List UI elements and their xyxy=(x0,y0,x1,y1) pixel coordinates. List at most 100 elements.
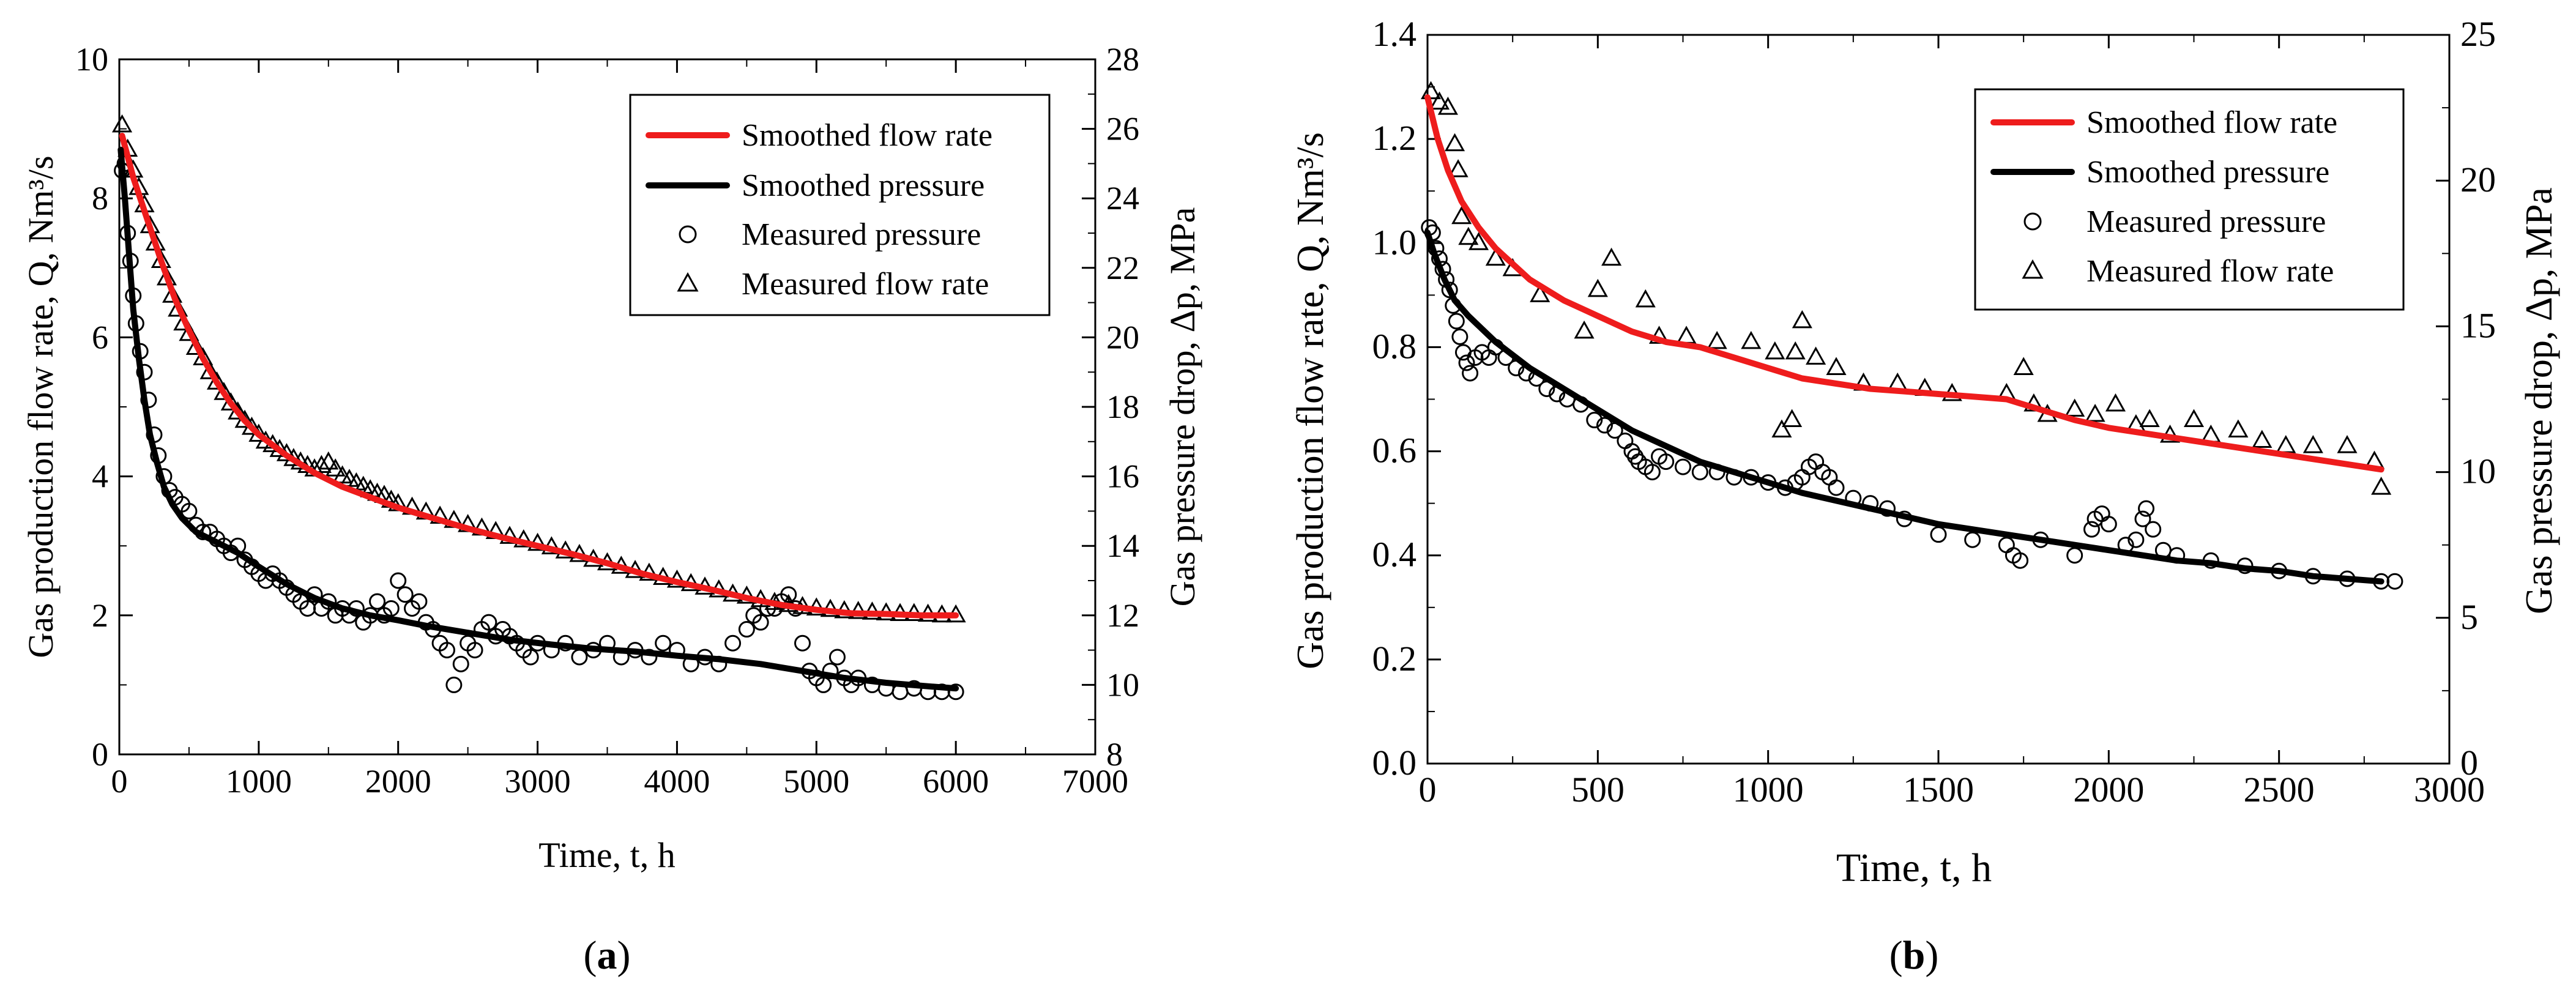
data-point-triangle xyxy=(2013,357,2034,375)
data-point-triangle xyxy=(162,285,183,303)
legend-box-a xyxy=(629,94,1051,316)
data-point-triangle xyxy=(1635,289,1656,308)
series-measured-flow-rate xyxy=(1421,81,2392,495)
data-point-circle xyxy=(1691,464,1708,481)
x-tick-label: 3000 xyxy=(505,763,571,800)
data-point-triangle xyxy=(1826,357,1847,375)
data-point-circle xyxy=(522,649,539,666)
x-tick-label: 0 xyxy=(111,763,128,800)
data-point-circle xyxy=(724,634,742,652)
y-left-tick-label: 0 xyxy=(92,736,108,773)
data-point-triangle xyxy=(1601,247,1622,266)
x-tick-label: 1000 xyxy=(1733,770,1804,809)
series-a xyxy=(111,114,966,701)
y-right-tick-label: 12 xyxy=(1106,597,1139,634)
data-point-triangle xyxy=(1741,330,1762,349)
legend-item-a: Smoothed pressure xyxy=(742,168,985,203)
y-right-tick-label: 28 xyxy=(1106,41,1139,78)
legend-item-a: Measured flow rate xyxy=(742,267,989,302)
y-right-tick-label: 26 xyxy=(1106,111,1139,147)
y-left-tick-label: 6 xyxy=(92,319,108,355)
y-left-tick-label: 0.8 xyxy=(1372,326,1417,366)
legend-b: Smoothed flow rate Smoothed pressure Mea… xyxy=(1974,88,2405,311)
chart-panel-b: 0 500 1000 1500 2000 2500 3000 0.0 0.2 0.4 0.6 0.8… xyxy=(1290,14,2560,978)
y-left-axis-title-a: Gas production flow rate, Q, Nm³/s xyxy=(21,155,61,658)
y-right-tick-label: 24 xyxy=(1106,180,1139,217)
data-point-triangle xyxy=(1444,133,1465,152)
data-point-triangle xyxy=(1530,284,1550,302)
data-point-triangle xyxy=(1437,97,1458,115)
data-point-circle xyxy=(1675,458,1691,475)
x-tick-labels-b: 0 500 1000 1500 2000 2500 3000 xyxy=(1419,770,2485,809)
data-point-circle xyxy=(780,586,797,603)
data-point-circle xyxy=(641,649,658,666)
panel-label-a: (a) xyxy=(584,933,631,978)
data-point-triangle xyxy=(1707,330,1727,349)
data-point-circle xyxy=(1964,531,1981,548)
x-tick-label: 1000 xyxy=(226,763,292,800)
legend-item-b: Smoothed pressure xyxy=(2086,155,2329,190)
data-point-circle xyxy=(2083,521,2100,538)
data-point-triangle xyxy=(2252,430,2273,448)
data-point-circle xyxy=(382,600,400,617)
y-right-axis-title-b: Gas pressure drop, Δp, MPa xyxy=(2518,187,2560,614)
y-right-tick-label: 15 xyxy=(2460,305,2496,345)
y-right-tick-label: 22 xyxy=(1106,250,1139,286)
y-right-tick-label: 16 xyxy=(1106,458,1139,495)
y-left-tick-label: 10 xyxy=(75,41,108,78)
y-left-tick-label: 1.4 xyxy=(1372,14,1417,54)
y-right-axis-title-a: Gas pressure drop, Δp, MPa xyxy=(1163,207,1202,607)
legend-swatch-circle-a xyxy=(679,225,697,244)
x-tick-label: 6000 xyxy=(923,763,989,800)
y-left-tick-label: 4 xyxy=(92,458,108,495)
data-point-circle xyxy=(396,586,414,603)
x-axis-title-a: Time, t, h xyxy=(538,835,675,875)
data-point-triangle xyxy=(1782,409,1803,428)
x-tick-labels-a: 0 1000 2000 3000 4000 5000 6000 7000 xyxy=(111,763,1129,800)
x-tick-label: 3000 xyxy=(2414,770,2485,809)
ticks-b xyxy=(1426,34,2451,765)
data-point-circle xyxy=(2134,510,2151,527)
data-point-circle xyxy=(452,655,469,672)
panel-letter-a: a xyxy=(597,933,617,978)
data-point-circle xyxy=(947,683,964,701)
y-left-tick-labels-b: 0.0 0.2 0.4 0.6 0.8 1.0 1.2 1.4 xyxy=(1372,14,1417,783)
y-right-tick-label: 5 xyxy=(2460,597,2478,637)
data-point-circle xyxy=(466,642,483,659)
legend-box-b xyxy=(1974,88,2405,311)
x-tick-label: 500 xyxy=(1571,770,1625,809)
data-point-circle xyxy=(2100,516,2117,533)
x-tick-label: 2500 xyxy=(2244,770,2315,809)
data-point-triangle xyxy=(2105,393,2126,412)
data-point-circle xyxy=(655,634,672,652)
data-point-triangle xyxy=(1765,341,1785,360)
data-point-triangle xyxy=(318,451,339,470)
y-right-tick-label: 18 xyxy=(1106,389,1139,425)
data-point-circle xyxy=(1998,537,2015,554)
data-point-circle xyxy=(1644,464,1661,481)
legend-item-b: Smoothed flow rate xyxy=(2086,105,2337,140)
x-tick-label: 5000 xyxy=(783,763,849,800)
data-point-triangle xyxy=(2276,434,2296,453)
y-left-tick-label: 8 xyxy=(92,180,108,217)
ticks-a xyxy=(118,58,1096,756)
data-point-triangle xyxy=(1429,91,1450,110)
data-point-triangle xyxy=(1458,226,1479,245)
data-point-circle xyxy=(1658,453,1675,470)
data-point-triangle xyxy=(311,455,332,474)
y-right-tick-label: 0 xyxy=(2460,743,2478,783)
data-point-triangle xyxy=(1587,278,1608,297)
data-point-triangle xyxy=(1448,159,1469,177)
panel-letter-b: b xyxy=(1903,933,1926,978)
data-point-triangle xyxy=(1676,325,1697,344)
data-point-triangle xyxy=(2085,403,2105,422)
legend-swatch-circle-b xyxy=(2023,212,2042,231)
y-right-tick-label: 10 xyxy=(2460,452,2496,491)
data-point-circle xyxy=(1586,412,1603,429)
data-point-triangle xyxy=(2337,434,2358,453)
data-point-circle xyxy=(1623,443,1640,460)
series-line-smoothed-pressure xyxy=(1424,229,2384,585)
data-point-circle xyxy=(828,649,846,666)
y-left-tick-label: 0.6 xyxy=(1372,431,1417,470)
y-right-tick-label: 14 xyxy=(1106,527,1139,564)
